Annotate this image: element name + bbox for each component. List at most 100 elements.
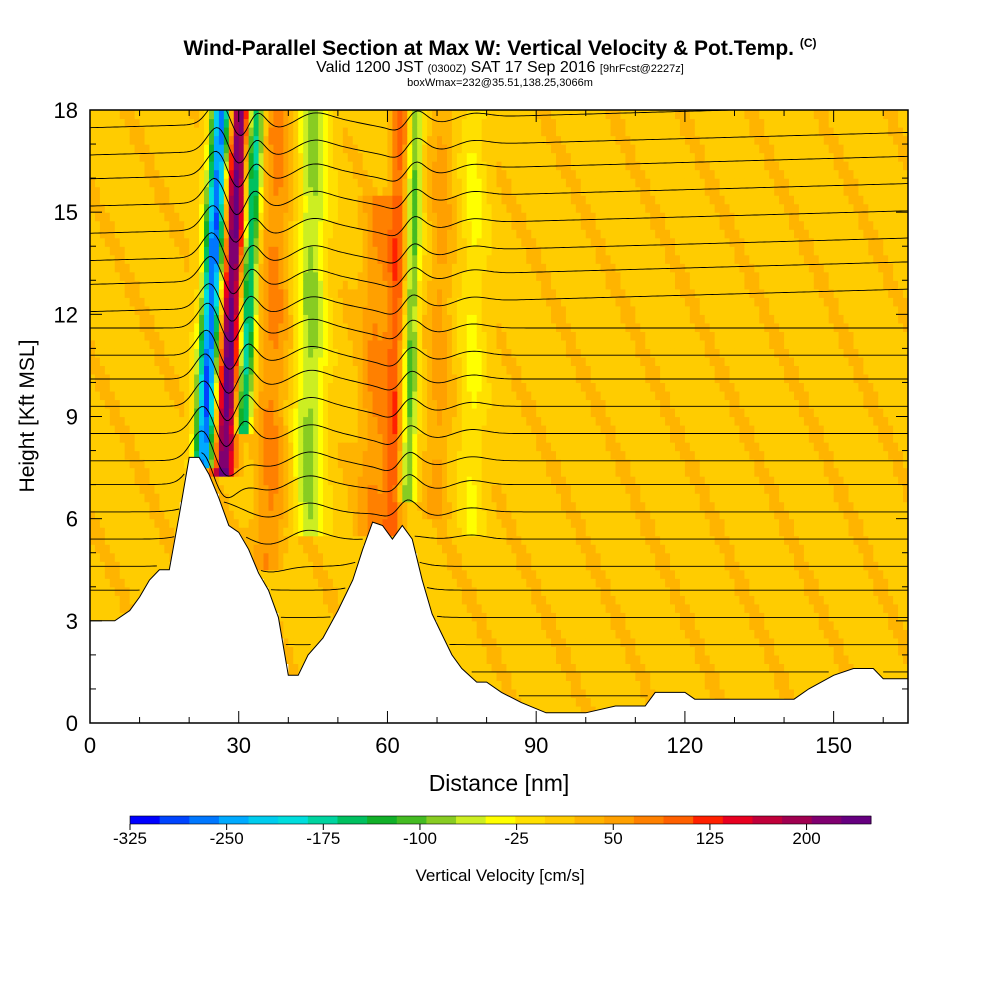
velocity-cell [357,254,364,264]
velocity-cell [466,339,473,349]
velocity-cell [99,433,106,443]
velocity-cell [99,501,106,511]
velocity-cell [298,450,304,460]
velocity-cell [124,603,131,613]
velocity-cell [496,476,503,486]
velocity-cell [496,144,503,154]
velocity-cell [367,127,374,137]
velocity-cell [318,578,324,588]
velocity-cell [501,629,508,639]
velocity-cell [357,373,364,384]
velocity-cell [149,186,156,196]
velocity-cell [486,271,493,281]
velocity-cell [204,442,210,452]
velocity-cell [124,467,131,477]
velocity-cell [253,314,260,324]
velocity-cell [342,459,349,469]
velocity-cell [347,390,354,401]
velocity-cell [194,169,200,179]
velocity-cell [149,407,156,418]
velocity-cell [382,484,389,494]
velocity-cell [124,135,131,145]
velocity-cell [446,501,453,511]
velocity-cell [466,263,473,273]
velocity-cell [327,186,334,196]
velocity-cell [258,186,265,196]
velocity-cell [323,467,329,477]
velocity-cell [407,152,413,162]
velocity-cell [397,280,403,290]
velocity-cell [213,331,220,341]
velocity-cell [506,518,512,528]
velocity-cell [288,442,294,452]
velocity-cell [422,169,428,179]
velocity-cell [357,186,364,196]
velocity-cell [129,459,136,469]
velocity-cell [90,484,96,494]
velocity-cell [90,544,96,554]
velocity-cell [456,314,463,324]
velocity-cell [327,493,334,503]
velocity-cell [397,195,403,205]
velocity-cell [402,510,408,520]
velocity-cell [179,246,185,256]
velocity-cell [422,263,428,273]
velocity-cell [303,314,309,324]
velocity-cell [298,484,304,494]
velocity-cell [248,373,255,384]
velocity-cell [456,476,463,486]
velocity-cell [174,118,180,128]
velocity-cell [169,127,175,137]
velocity-cell [114,442,121,452]
velocity-cell [104,118,111,128]
velocity-cell [189,203,195,213]
velocity-cell [124,510,131,520]
velocity-cell [243,442,250,452]
velocity-cell [288,476,294,486]
velocity-cell [397,339,403,349]
velocity-cell [461,169,468,179]
velocity-cell [511,186,517,196]
velocity-cell [159,280,165,290]
velocity-cell [248,459,255,469]
velocity-cell [516,195,522,205]
velocity-cell [258,220,265,230]
velocity-cell [451,552,458,562]
velocity-cell [99,254,106,264]
velocity-cell [491,620,498,630]
velocity-cell [382,314,389,324]
velocity-cell [382,442,389,452]
velocity-cell [144,450,151,460]
velocity-cell [268,561,275,571]
velocity-cell [109,365,116,375]
velocity-cell [228,203,235,213]
velocity-cell [154,203,161,213]
velocity-cell [90,178,96,188]
velocity-cell [422,288,428,298]
velocity-cell [253,561,260,571]
velocity-cell [258,569,265,579]
velocity-cell [318,382,324,392]
velocity-cell [268,271,275,281]
velocity-cell [199,254,205,264]
velocity-cell [412,339,418,349]
velocity-cell [372,110,379,120]
velocity-cell [446,144,453,154]
velocity-cell [134,467,141,477]
velocity-cell [456,561,463,571]
velocity-cell [134,110,141,120]
velocity-cell [327,288,334,298]
velocity-cell [104,237,111,247]
velocity-cell [238,339,245,349]
velocity-cell [446,229,453,239]
velocity-cell [109,220,116,230]
velocity-cell [382,220,389,230]
velocity-cell [397,263,403,273]
velocity-cell [293,552,299,562]
velocity-cell [446,297,453,307]
velocity-cell [496,382,503,392]
velocity-cell [114,569,121,579]
velocity-cell [144,118,151,128]
velocity-cell [342,527,349,537]
velocity-cell [114,203,121,213]
